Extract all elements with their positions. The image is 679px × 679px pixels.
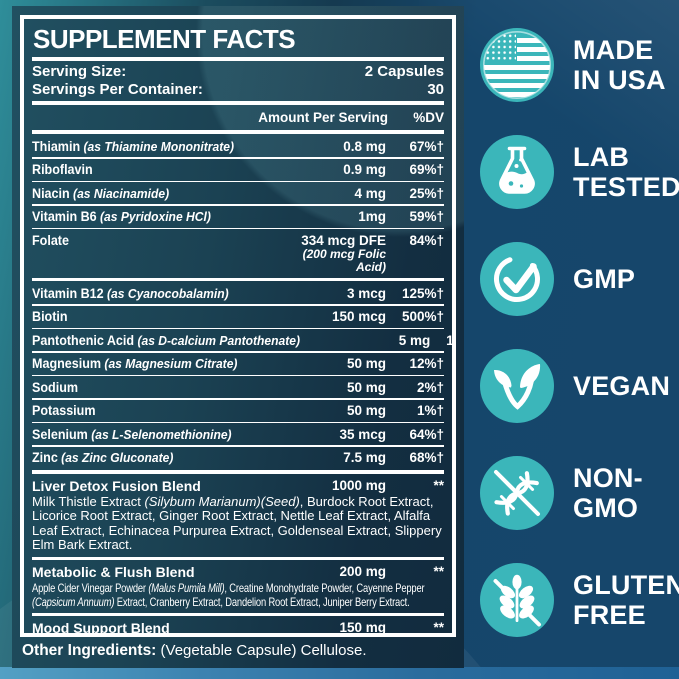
- serving-size-label: Serving Size:: [32, 63, 127, 80]
- other-ingredients-value: (Vegetable Capsule) Cellulose.: [160, 642, 367, 659]
- nutrient-row: Folate 334 mcg DFE (200 mcg Folic Acid) 84%…: [32, 232, 444, 274]
- divider: [32, 101, 444, 105]
- divider: [32, 421, 444, 423]
- checkmark-circle-icon: [480, 242, 554, 316]
- badge-label-vegan: VEGAN: [573, 371, 671, 401]
- divider: [32, 204, 444, 206]
- dv-header: %DV: [413, 110, 444, 125]
- panel-title: SUPPLEMENT FACTS: [33, 24, 296, 54]
- certification-badges: MADE IN USA LAB TESTED: [470, 0, 679, 679]
- nutrient-row: Vitamin B6 (as Pyridoxine HCl) 1mg 59%†: [32, 209, 444, 224]
- servings-label: Servings Per Container:: [32, 81, 203, 98]
- divider: [32, 327, 444, 329]
- divider: [32, 57, 444, 61]
- divider: [32, 556, 444, 560]
- divider: [32, 157, 444, 159]
- supplement-facts-panel: SUPPLEMENT FACTS Serving Size: 2 Capsule…: [12, 6, 464, 668]
- nutrient-row: Pantothenic Acid (as D-calcium Pantothen…: [32, 332, 454, 348]
- nutrient-row: Zinc (as Zinc Gluconate) 7.5 mg 68%†: [32, 450, 444, 465]
- nutrient-row: Biotin 150 mcg 500%†: [32, 309, 444, 324]
- badge-vegan: VEGAN: [480, 349, 679, 423]
- divider: [32, 398, 444, 400]
- servings-value: 30: [427, 81, 444, 98]
- supplement-facts-table: SUPPLEMENT FACTS Serving Size: 2 Capsule…: [20, 15, 456, 637]
- badge-label-lab-tested: LAB TESTED: [573, 142, 679, 202]
- column-header-row: Amount Per Serving %DV: [32, 107, 444, 128]
- divider: [32, 351, 444, 353]
- nutrient-row: Magnesium (as Magnesium Citrate) 50 mg 12%…: [32, 356, 444, 371]
- blend-sections: Liver Detox Fusion Blend 1000 mg ** Milk Th…: [32, 476, 444, 636]
- servings-per-container-row: Servings Per Container: 30: [32, 81, 444, 99]
- nutrient-row: Sodium 50 mg 2%†: [32, 379, 444, 395]
- amount-header: Amount Per Serving: [258, 110, 388, 125]
- blend-section: Metabolic & Flush Blend 200 mg ** Apple Cid…: [32, 563, 444, 609]
- blend-section: Liver Detox Fusion Blend 1000 mg ** Milk Th…: [32, 477, 444, 552]
- badge-label-gluten-free: GLUTEN FREE: [573, 570, 679, 630]
- badge-gmp: GMP: [480, 242, 679, 316]
- lab-flask-icon: [480, 135, 554, 209]
- badge-label-gmp: GMP: [573, 264, 636, 294]
- vegan-leaves-icon: [480, 349, 554, 423]
- divider: [32, 304, 444, 306]
- serving-size-value: 2 Capsules: [364, 63, 444, 80]
- divider: [32, 278, 444, 281]
- wheat-crossed-icon: [480, 563, 554, 637]
- nutrient-rows: Thiamin (as Thiamine Mononitrate) 0.8 mg 6…: [32, 136, 454, 474]
- divider: [32, 612, 444, 616]
- divider: [32, 374, 444, 376]
- badge-lab-tested: LAB TESTED: [480, 135, 679, 209]
- nutrient-row: Thiamin (as Thiamine Mononitrate) 0.8 mg 6…: [32, 138, 444, 154]
- divider: [32, 180, 444, 182]
- nutrient-row: Niacin (as Niacinamide) 4 mg 25%†: [32, 185, 444, 201]
- other-ingredients: Other Ingredients: (Vegetable Capsule) C…: [22, 642, 454, 660]
- divider: [32, 445, 444, 447]
- dna-crossed-icon: [480, 456, 554, 530]
- bottom-accent-band: [0, 667, 679, 679]
- badge-non-gmo: NON- GMO: [480, 456, 679, 530]
- badge-gluten-free: GLUTEN FREE: [480, 563, 679, 637]
- other-ingredients-label: Other Ingredients:: [22, 642, 157, 659]
- badge-made-in-usa: MADE IN USA: [480, 28, 679, 102]
- divider: [32, 469, 444, 474]
- nutrient-row: Vitamin B12 (as Cyanocobalamin) 3 mcg 125%…: [32, 285, 444, 301]
- usa-flag-icon: [480, 28, 554, 102]
- badge-label-non-gmo: NON- GMO: [573, 463, 643, 523]
- serving-size-row: Serving Size: 2 Capsules: [32, 63, 444, 81]
- divider: [32, 130, 444, 134]
- divider: [32, 227, 444, 229]
- nutrient-row: Potassium 50 mg 1%†: [32, 403, 444, 418]
- nutrient-row: Riboflavin 0.9 mg 69%†: [32, 162, 444, 177]
- nutrient-row: Selenium (as L-Selenomethionine) 35 mcg 64…: [32, 426, 444, 442]
- badge-label-made-in-usa: MADE IN USA: [573, 35, 666, 95]
